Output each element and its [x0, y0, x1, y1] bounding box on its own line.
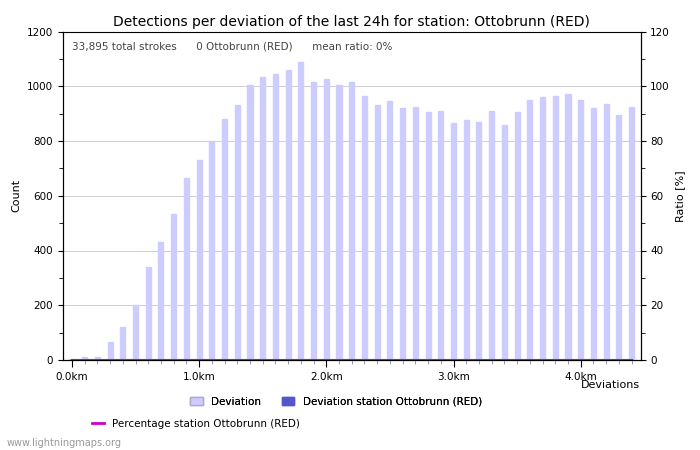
Percentage station Ottobrunn (RED)	[437, 357, 445, 363]
Percentage station Ottobrunn (RED)	[462, 357, 470, 363]
Percentage station Ottobrunn (RED)	[106, 357, 114, 363]
Bar	[489, 111, 494, 360]
Text: 33,895 total strokes      0 Ottobrunn (RED)      mean ratio: 0%: 33,895 total strokes 0 Ottobrunn (RED) m…	[71, 41, 392, 51]
Bar	[629, 107, 634, 360]
Percentage station Ottobrunn (RED)	[309, 357, 318, 363]
Percentage station Ottobrunn (RED)	[132, 357, 140, 363]
Percentage station Ottobrunn (RED)	[398, 357, 407, 363]
Percentage station Ottobrunn (RED)	[220, 357, 229, 363]
Percentage station Ottobrunn (RED)	[615, 357, 623, 363]
Bar	[591, 108, 596, 360]
Bar	[413, 107, 418, 360]
Percentage station Ottobrunn (RED)	[577, 357, 585, 363]
Percentage station Ottobrunn (RED)	[182, 357, 190, 363]
Percentage station Ottobrunn (RED)	[169, 357, 178, 363]
Bar	[184, 178, 189, 360]
Percentage station Ottobrunn (RED)	[271, 357, 279, 363]
Bar	[527, 100, 533, 360]
Bar	[463, 121, 469, 360]
Bar	[387, 101, 393, 360]
Bar	[222, 119, 227, 360]
Percentage station Ottobrunn (RED)	[297, 357, 305, 363]
Bar	[578, 100, 583, 360]
Bar	[298, 62, 303, 360]
Title: Detections per deviation of the last 24h for station: Ottobrunn (RED): Detections per deviation of the last 24h…	[113, 15, 590, 29]
Bar	[603, 104, 609, 360]
Percentage station Ottobrunn (RED)	[322, 357, 330, 363]
Y-axis label: Count: Count	[11, 179, 22, 212]
Bar	[209, 141, 214, 360]
Percentage station Ottobrunn (RED)	[157, 357, 165, 363]
Bar	[514, 112, 519, 360]
Percentage station Ottobrunn (RED)	[80, 357, 89, 363]
Bar	[260, 76, 265, 360]
Percentage station Ottobrunn (RED)	[208, 357, 216, 363]
Percentage station Ottobrunn (RED)	[475, 357, 483, 363]
Bar	[273, 74, 278, 360]
Text: Deviations: Deviations	[582, 380, 640, 390]
Bar	[158, 242, 164, 360]
Bar	[133, 305, 138, 360]
Percentage station Ottobrunn (RED)	[424, 357, 433, 363]
Bar	[108, 342, 113, 360]
Percentage station Ottobrunn (RED)	[258, 357, 267, 363]
Percentage station Ottobrunn (RED)	[335, 357, 343, 363]
Bar	[197, 160, 202, 360]
Bar	[616, 115, 622, 360]
Bar	[171, 214, 176, 360]
Percentage station Ottobrunn (RED)	[487, 357, 496, 363]
Legend: Percentage station Ottobrunn (RED): Percentage station Ottobrunn (RED)	[92, 419, 300, 429]
Text: www.lightningmaps.org: www.lightningmaps.org	[7, 438, 122, 448]
Bar	[502, 125, 507, 360]
Bar	[69, 359, 74, 360]
Percentage station Ottobrunn (RED)	[411, 357, 419, 363]
Bar	[362, 96, 367, 360]
Percentage station Ottobrunn (RED)	[360, 357, 369, 363]
Percentage station Ottobrunn (RED)	[386, 357, 394, 363]
Bar	[553, 96, 558, 360]
Percentage station Ottobrunn (RED)	[68, 357, 76, 363]
Percentage station Ottobrunn (RED)	[627, 357, 636, 363]
Percentage station Ottobrunn (RED)	[118, 357, 127, 363]
Percentage station Ottobrunn (RED)	[602, 357, 610, 363]
Percentage station Ottobrunn (RED)	[144, 357, 153, 363]
Bar	[337, 85, 342, 360]
Percentage station Ottobrunn (RED)	[284, 357, 293, 363]
Bar	[374, 105, 379, 360]
Bar	[400, 108, 405, 360]
Bar	[477, 122, 482, 360]
Bar	[247, 85, 253, 360]
Percentage station Ottobrunn (RED)	[347, 357, 356, 363]
Percentage station Ottobrunn (RED)	[526, 357, 534, 363]
Bar	[82, 357, 88, 360]
Bar	[120, 327, 125, 360]
Y-axis label: Ratio [%]: Ratio [%]	[676, 170, 685, 221]
Percentage station Ottobrunn (RED)	[564, 357, 572, 363]
Bar	[94, 357, 100, 360]
Bar	[451, 123, 456, 360]
Percentage station Ottobrunn (RED)	[246, 357, 254, 363]
Percentage station Ottobrunn (RED)	[513, 357, 522, 363]
Percentage station Ottobrunn (RED)	[373, 357, 382, 363]
Percentage station Ottobrunn (RED)	[500, 357, 509, 363]
Percentage station Ottobrunn (RED)	[589, 357, 598, 363]
Percentage station Ottobrunn (RED)	[93, 357, 102, 363]
Percentage station Ottobrunn (RED)	[449, 357, 458, 363]
Bar	[438, 111, 443, 360]
Percentage station Ottobrunn (RED)	[195, 357, 203, 363]
Bar	[286, 70, 290, 360]
Bar	[311, 82, 316, 360]
Percentage station Ottobrunn (RED)	[551, 357, 559, 363]
Bar	[324, 79, 329, 360]
Legend: Deviation, Deviation station Ottobrunn (RED): Deviation, Deviation station Ottobrunn (…	[190, 396, 482, 406]
Bar	[566, 94, 570, 360]
Bar	[234, 105, 240, 360]
Bar	[349, 82, 354, 360]
Bar	[426, 112, 430, 360]
Bar	[540, 97, 545, 360]
Percentage station Ottobrunn (RED)	[538, 357, 547, 363]
Bar	[146, 267, 150, 360]
Percentage station Ottobrunn (RED)	[233, 357, 242, 363]
